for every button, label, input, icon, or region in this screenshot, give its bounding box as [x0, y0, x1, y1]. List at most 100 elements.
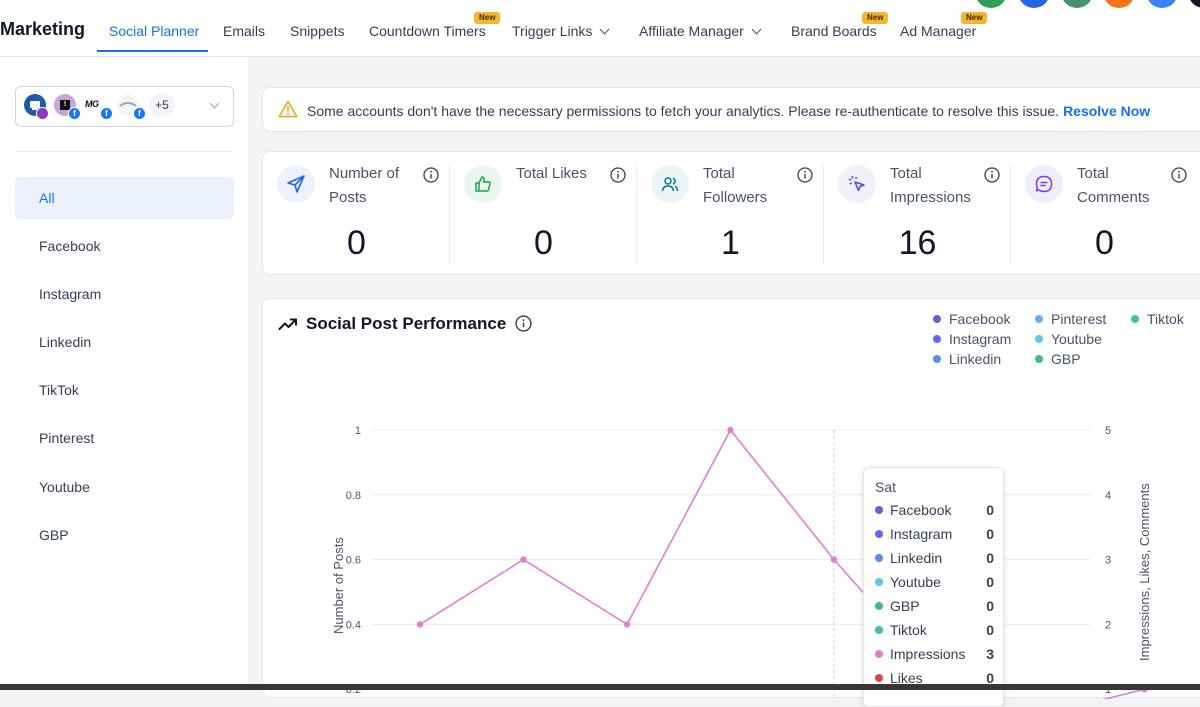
- legend-dot: [1131, 315, 1139, 324]
- y2-tick-label: 4: [1105, 490, 1111, 502]
- avatar[interactable]: [1188, 0, 1200, 8]
- resolve-now-link[interactable]: Resolve Now: [1063, 103, 1151, 119]
- tab-emails[interactable]: Emails: [223, 23, 266, 39]
- legend-item-linkedin[interactable]: Linkedin: [933, 351, 1001, 367]
- legend-dot: [1035, 335, 1043, 344]
- data-point: [727, 426, 734, 434]
- tooltip-row: Tiktok 0: [875, 620, 994, 640]
- permissions-warning: Some accounts don't have the necessary p…: [262, 87, 1200, 132]
- avatar[interactable]: [1146, 0, 1178, 8]
- chevron-down-icon[interactable]: [209, 98, 220, 109]
- more-accounts-count[interactable]: +5: [149, 93, 175, 117]
- stat-total-likes: Total Likes 0: [450, 152, 637, 276]
- stat-label: Total Likes: [516, 165, 587, 182]
- legend-item-tiktok[interactable]: Tiktok: [1131, 311, 1184, 327]
- stat-label: Number of Posts: [329, 165, 400, 206]
- tab-snippets[interactable]: Snippets: [290, 23, 345, 39]
- filter-tiktok[interactable]: TikTok: [39, 382, 79, 398]
- y2-tick-label: 2: [1105, 619, 1111, 631]
- tooltip-row: Instagram 0: [875, 524, 994, 544]
- divider: [823, 164, 824, 264]
- chevron-down-icon: [751, 24, 762, 35]
- y-tick-label: 1: [355, 425, 361, 437]
- y-tick-label: 0.8: [346, 490, 361, 502]
- tooltip-row: Linkedin 0: [875, 548, 994, 568]
- tooltip-row: Impressions 3: [875, 644, 994, 664]
- y-tick-label: 0.6: [346, 555, 361, 567]
- legend-dot: [875, 554, 883, 563]
- divider: [636, 164, 637, 264]
- info-icon[interactable]: [797, 167, 813, 183]
- legend-item-gbp[interactable]: GBP: [1035, 351, 1081, 367]
- facebook-icon: f: [133, 107, 146, 120]
- info-icon[interactable]: [423, 167, 439, 183]
- active-tab-indicator: [97, 50, 208, 52]
- legend-dot: [875, 626, 883, 635]
- avatar[interactable]: [1018, 0, 1050, 8]
- stat-total-impressions: Total Impressions 16: [824, 152, 1011, 276]
- tab-countdown-timers[interactable]: Countdown Timers: [369, 23, 486, 39]
- chart-title: Social Post Performance: [306, 314, 507, 333]
- legend-dot: [933, 355, 941, 364]
- divider: [1010, 164, 1011, 264]
- legend-dot: [875, 578, 883, 587]
- stat-value: 0: [1095, 224, 1114, 262]
- legend-dot: [1035, 355, 1043, 364]
- stat-number-of-posts: Number of Posts 0: [263, 152, 450, 276]
- legend-item-pinterest[interactable]: Pinterest: [1035, 311, 1106, 327]
- stat-value: 0: [347, 224, 366, 262]
- filter-pinterest[interactable]: Pinterest: [39, 430, 95, 446]
- divider: [449, 164, 450, 264]
- avatar[interactable]: [1061, 0, 1093, 8]
- filter-youtube[interactable]: Youtube: [39, 479, 90, 495]
- legend-dot: [875, 506, 883, 515]
- legend-item-youtube[interactable]: Youtube: [1035, 331, 1102, 347]
- filter-gbp[interactable]: GBP: [39, 527, 69, 543]
- impressions-line: [419, 428, 1145, 699]
- filter-facebook[interactable]: Facebook: [39, 238, 101, 254]
- data-point: [416, 621, 424, 628]
- info-icon[interactable]: [515, 315, 532, 332]
- info-icon[interactable]: [1171, 167, 1187, 183]
- y-tick-label: 0.4: [346, 619, 361, 631]
- stat-total-comments: Total Comments 0: [1011, 152, 1198, 276]
- legend-item-instagram[interactable]: Instagram: [933, 331, 1011, 347]
- filter-all[interactable]: All: [15, 177, 234, 219]
- cursor-click-icon: [838, 165, 876, 203]
- y2-tick-label: 5: [1105, 425, 1111, 437]
- avatar[interactable]: [1103, 0, 1135, 8]
- avatar[interactable]: [975, 0, 1007, 8]
- legend-dot: [1035, 315, 1043, 324]
- tooltip-row: Youtube 0: [875, 572, 994, 592]
- legend-dot: [933, 315, 941, 324]
- tab-ad-manager[interactable]: Ad Manager: [900, 23, 977, 39]
- filter-linkedin[interactable]: Linkedin: [39, 334, 92, 350]
- tab-trigger-links[interactable]: Trigger Links: [512, 23, 610, 39]
- info-icon[interactable]: [984, 167, 1000, 183]
- stat-label: Total Impressions: [890, 165, 971, 206]
- filter-instagram[interactable]: Instagram: [39, 286, 102, 302]
- account-selector[interactable]: ! f MG f f +5: [15, 86, 234, 127]
- legend-dot: [875, 650, 883, 659]
- left-panel: ! f MG f f +5 All Facebook Instagram Lin…: [0, 57, 248, 690]
- bottom-strip: [0, 684, 1200, 690]
- top-nav: Marketing Social Planner Emails Snippets…: [0, 0, 1200, 57]
- tooltip-title: Sat: [875, 479, 897, 495]
- legend-item-facebook[interactable]: Facebook: [933, 311, 1010, 327]
- stat-value: 1: [721, 224, 740, 262]
- info-icon[interactable]: [610, 167, 626, 183]
- legend-dot: [875, 674, 883, 683]
- legend-dot: [875, 602, 883, 611]
- stat-value: 0: [534, 224, 553, 262]
- tab-affiliate-manager[interactable]: Affiliate Manager: [639, 23, 762, 39]
- tab-brand-boards[interactable]: Brand Boards: [791, 23, 877, 39]
- facebook-icon: f: [68, 107, 81, 120]
- tooltip-row: Likes 0: [875, 668, 994, 688]
- facebook-icon: f: [100, 107, 113, 120]
- warning-icon: [278, 100, 298, 118]
- instagram-icon: [36, 107, 49, 120]
- chart-tooltip: Sat Facebook 0 Instagram 0 Linkedin 0 Youtu…: [863, 467, 1004, 707]
- thumbs-up-icon: [464, 165, 502, 203]
- tab-social-planner[interactable]: Social Planner: [109, 23, 200, 39]
